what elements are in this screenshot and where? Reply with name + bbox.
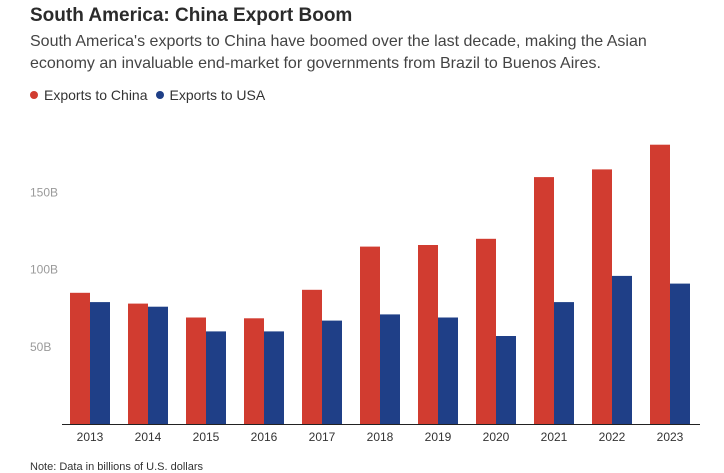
bar-usa: [612, 275, 632, 424]
legend-label-usa: Exports to USA: [169, 87, 266, 103]
bar-china: [360, 246, 380, 424]
x-tick-label: 2013: [77, 430, 104, 444]
bar-usa: [670, 283, 690, 424]
bar-china: [244, 318, 264, 424]
chart-subtitle: South America's exports to China have bo…: [30, 33, 647, 72]
legend-swatch-china: [30, 91, 38, 99]
x-tick-label: 2021: [541, 430, 568, 444]
x-tick-label: 2019: [425, 430, 452, 444]
bar-usa: [496, 336, 516, 424]
bar-china: [128, 303, 148, 424]
bar-usa: [90, 302, 110, 424]
legend-item-usa: Exports to USA: [155, 87, 266, 103]
x-tick-label: 2022: [599, 430, 626, 444]
bar-china: [186, 317, 206, 424]
bar-usa: [264, 331, 284, 424]
bar-china: [592, 169, 612, 424]
footnote: Note: Data in billions of U.S. dollars: [30, 461, 204, 473]
bar-china: [418, 245, 438, 424]
bar-usa: [438, 317, 458, 424]
x-tick-label: 2016: [251, 430, 278, 444]
x-tick-label: 2017: [309, 430, 336, 444]
bar-usa: [554, 302, 574, 424]
bar-china: [534, 177, 554, 424]
x-tick-label: 2018: [367, 430, 394, 444]
bar-usa: [148, 306, 168, 424]
x-tick-label: 2023: [657, 430, 684, 444]
bar-china: [302, 289, 322, 424]
bar-china: [650, 144, 670, 424]
bar-usa: [322, 320, 342, 424]
chart-title: South America: China Export Boom: [30, 5, 353, 26]
y-tick-label: 150B: [30, 186, 58, 200]
legend-swatch-usa: [155, 91, 164, 99]
x-tick-label: 2014: [135, 430, 162, 444]
bar-china: [70, 292, 90, 424]
x-tick-label: 2015: [193, 430, 220, 444]
bar-china: [476, 238, 496, 424]
x-tick-label: 2020: [483, 430, 510, 444]
y-tick-label: 50B: [30, 340, 51, 354]
legend: Exports to China Exports to USA: [30, 87, 273, 103]
legend-label-china: Exports to China: [44, 87, 148, 103]
y-tick-label: 100B: [30, 263, 58, 277]
legend-item-china: Exports to China: [30, 87, 148, 103]
bar-usa: [380, 314, 400, 424]
bar-usa: [206, 331, 226, 424]
